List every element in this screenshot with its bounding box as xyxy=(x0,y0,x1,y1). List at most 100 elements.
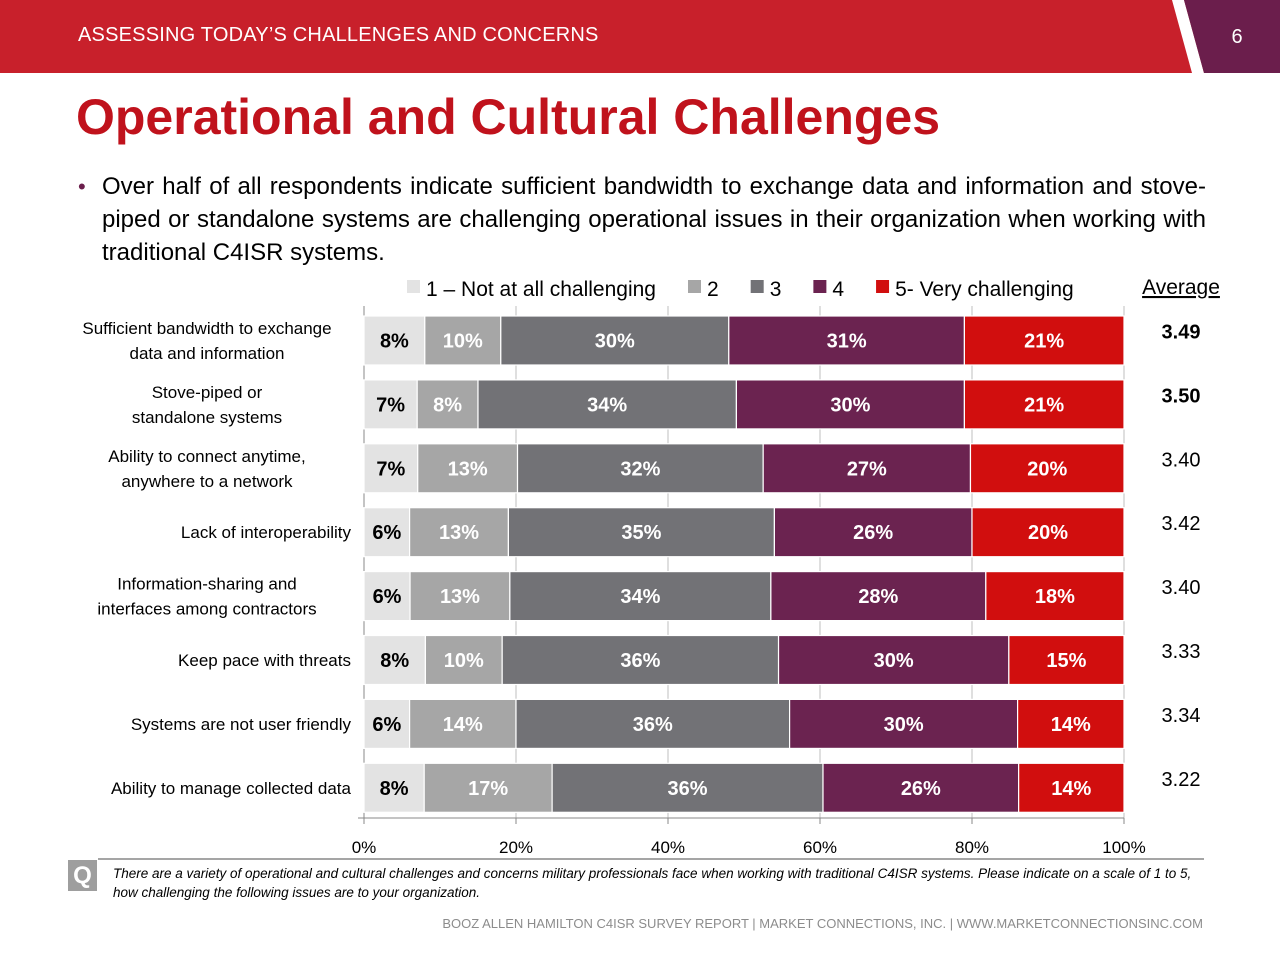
bar-segment xyxy=(1016,698,1125,750)
bar-data-label: 8% xyxy=(433,394,462,416)
bar-segment xyxy=(515,698,791,750)
bar-data-label: 31% xyxy=(827,331,867,353)
bar-data-label: 8% xyxy=(380,331,409,353)
bar-data-label: 17% xyxy=(468,778,508,800)
bar-data-label: 34% xyxy=(620,586,660,608)
legend-swatch xyxy=(750,280,764,293)
legend-label: 3 xyxy=(770,278,782,301)
bar-segment xyxy=(985,570,1125,622)
bar-segment xyxy=(423,762,553,813)
bar-data-label: 28% xyxy=(858,586,898,608)
bar-segment xyxy=(363,507,411,558)
bar-segment xyxy=(516,443,764,494)
bar-segment xyxy=(735,379,966,430)
bar-segment xyxy=(409,507,510,558)
legend-swatch xyxy=(876,280,890,293)
bar-data-label: 32% xyxy=(620,458,660,480)
bar-segment xyxy=(1008,634,1125,686)
bar-segment xyxy=(788,698,1019,750)
bar-data-label: 21% xyxy=(1024,394,1064,416)
bar-segment xyxy=(963,315,1125,366)
category-label: Systems are not user friendly xyxy=(131,715,352,734)
bar-data-label: 36% xyxy=(620,650,660,672)
average-value: 3.22 xyxy=(1162,769,1201,791)
bar-segment xyxy=(424,634,503,686)
bar-data-label: 6% xyxy=(372,714,401,736)
bar-segment xyxy=(363,698,411,750)
average-value: 3.42 xyxy=(1162,513,1201,535)
bar-data-label: 15% xyxy=(1046,650,1086,672)
bar-data-label: 14% xyxy=(443,714,483,736)
bar-segment xyxy=(1018,762,1125,813)
bar-data-label: 8% xyxy=(380,650,409,672)
bar-segment xyxy=(424,315,502,366)
bar-data-label: 20% xyxy=(1028,522,1068,544)
summary-bullet: • Over half of all respondents indicate … xyxy=(78,170,1206,269)
bar-data-label: 14% xyxy=(1051,714,1091,736)
bar-data-label: 14% xyxy=(1051,778,1091,800)
category-label: Ability to manage collected data xyxy=(111,779,352,798)
bar-segment xyxy=(969,443,1125,494)
category-label: anywhere to a network xyxy=(121,472,293,491)
category-label: Sufficient bandwidth to exchange xyxy=(82,319,331,338)
bar-segment xyxy=(770,570,987,622)
bar-segment xyxy=(500,315,730,366)
average-value: 3.40 xyxy=(1162,577,1201,599)
x-tick-label: 0% xyxy=(352,838,377,857)
bar-segment xyxy=(507,507,775,558)
bar-data-label: 13% xyxy=(448,458,488,480)
average-value: 3.33 xyxy=(1162,641,1201,663)
header-purple-corner xyxy=(1184,0,1280,73)
bar-data-label: 35% xyxy=(621,522,661,544)
bar-data-label: 30% xyxy=(884,714,924,736)
bar-segment xyxy=(363,634,427,686)
summary-text: Over half of all respondents indicate su… xyxy=(102,173,1206,266)
question-icon: Q xyxy=(68,860,97,891)
category-label: Information-sharing and xyxy=(117,575,297,594)
bar-data-label: 7% xyxy=(376,458,405,480)
bar-segment xyxy=(762,443,972,494)
legend-label: 5- Very challenging xyxy=(895,278,1074,301)
bar-segment xyxy=(773,507,973,558)
bar-data-label: 13% xyxy=(440,586,480,608)
bar-segment xyxy=(363,762,425,813)
category-label: standalone systems xyxy=(132,408,282,427)
question-divider xyxy=(98,858,1204,860)
x-tick-label: 20% xyxy=(499,838,533,857)
bar-segment xyxy=(477,379,737,430)
bar-data-label: 36% xyxy=(668,778,708,800)
category-label: interfaces among contractors xyxy=(97,600,316,619)
bar-data-label: 27% xyxy=(847,458,887,480)
bar-data-label: 26% xyxy=(901,778,941,800)
bar-segment xyxy=(363,315,426,366)
legend-swatch xyxy=(688,280,701,293)
category-label: Lack of interoperability xyxy=(181,523,352,542)
bar-data-label: 8% xyxy=(380,778,409,800)
bar-data-label: 34% xyxy=(587,394,627,416)
bar-segment xyxy=(363,443,419,494)
bar-data-label: 30% xyxy=(874,650,914,672)
section-title: ASSESSING TODAY’S CHALLENGES AND CONCERN… xyxy=(78,24,599,46)
bar-data-label: 30% xyxy=(830,394,870,416)
average-header: Average xyxy=(1142,276,1220,299)
x-tick-label: 40% xyxy=(651,838,685,857)
legend-label: 4 xyxy=(832,278,844,301)
bar-segment xyxy=(509,570,772,622)
page-title: Operational and Cultural Challenges xyxy=(76,89,941,145)
header-white-slash xyxy=(1172,0,1204,73)
header-red-band xyxy=(0,0,1280,73)
bar-data-label: 18% xyxy=(1035,586,1075,608)
bar-data-label: 10% xyxy=(444,650,484,672)
bar-data-label: 30% xyxy=(595,331,635,353)
average-value: 3.34 xyxy=(1162,705,1201,727)
average-value: 3.50 xyxy=(1162,385,1201,407)
bar-data-label: 20% xyxy=(1027,458,1067,480)
bar-data-label: 7% xyxy=(376,394,405,416)
x-tick-label: 100% xyxy=(1102,838,1145,857)
bullet-dot-icon: • xyxy=(78,174,86,199)
bar-segment xyxy=(363,570,411,622)
bar-segment xyxy=(409,570,511,622)
bar-segment xyxy=(777,634,1010,686)
bar-data-label: 36% xyxy=(633,714,673,736)
bar-segment xyxy=(501,634,780,686)
